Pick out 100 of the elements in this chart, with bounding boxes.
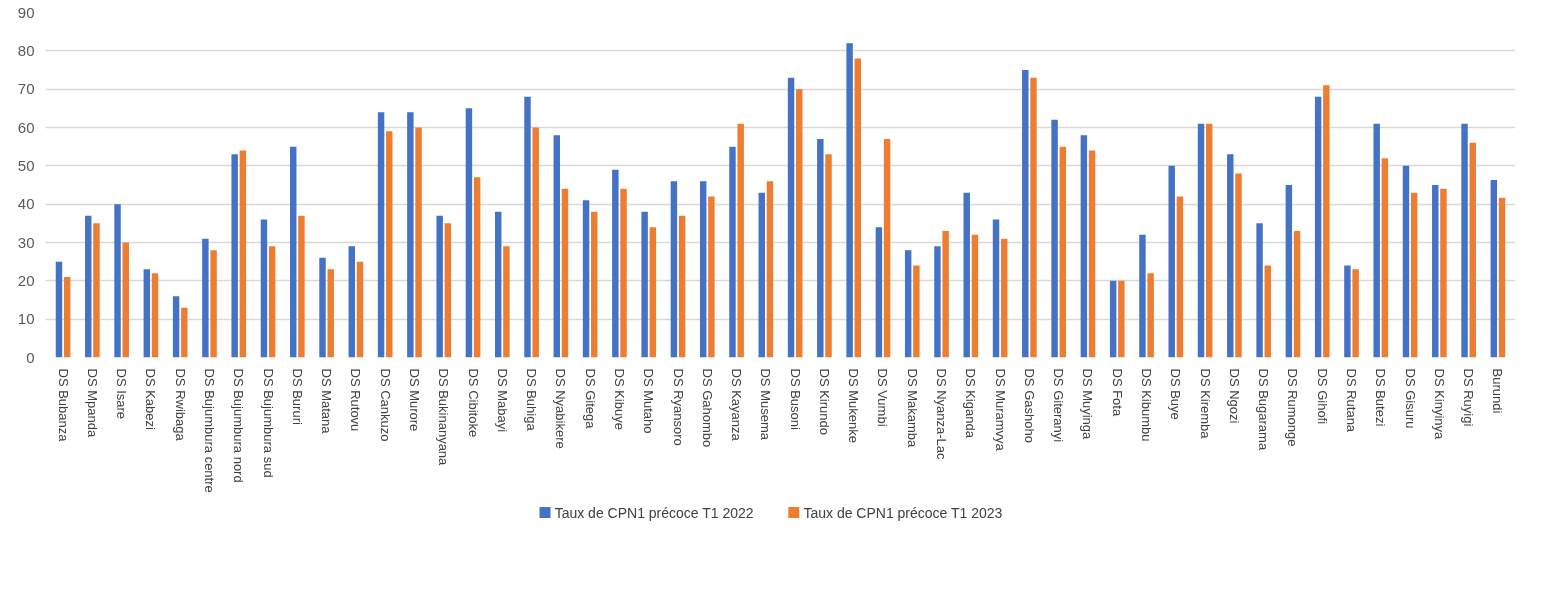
x-tick-label: DS Buhiga [524,368,540,432]
bar [612,169,619,358]
bar [356,261,364,358]
bar [796,89,803,358]
x-tick-label: DS Isare [114,368,130,420]
bar [934,246,941,358]
bar [942,231,949,358]
x-tick-label: DS Bujumbura centre [201,368,217,493]
x-tick-label: DS Kirundo [816,368,832,435]
x-tick-label: DS Cankuzo [377,368,393,442]
x-tick-label: DS Gashoho [1021,368,1037,443]
bar [143,269,151,358]
bar [561,188,569,358]
bar [1381,158,1389,358]
bar [327,269,334,358]
bar [737,123,744,358]
bar [114,204,121,358]
bar [1030,77,1037,358]
bar [553,135,560,358]
y-tick-label: 50 [17,156,35,174]
bar [386,131,393,358]
x-tick-label: DS Rutana [1344,368,1360,433]
bar [239,150,247,358]
bar [1051,119,1058,358]
bar [494,211,502,358]
x-tick-label: DS Mpanda [84,368,100,438]
x-tick-label: DS Kibumbu [1139,368,1155,442]
x-tick-label: DS Cibitoke [465,368,481,438]
bar [1469,142,1476,358]
bar [1088,150,1096,358]
x-tick-label: DS Kibuye [611,368,627,430]
x-tick-label: DS Buye [1168,368,1184,420]
x-tick-label: DS Kayanza [729,368,745,442]
bar [319,257,326,358]
legend-label: Taux de CPN1 précoce T1 2023 [803,504,1003,521]
bar [290,146,297,358]
x-tick-label: DS Nyabikere [553,368,569,449]
x-tick-label: DS Bururi [289,368,305,425]
bar [524,96,531,358]
bar [1410,192,1418,358]
bar [875,227,883,358]
bar [503,246,510,358]
bar [1235,173,1242,358]
x-tick-label: DS Bugarama [1256,368,1272,451]
bar [1373,123,1380,358]
bar [992,219,1000,358]
bar [766,181,774,358]
bar [708,196,715,358]
bar [1080,135,1088,358]
x-tick-label: DS Ruyigi [1461,368,1477,427]
bar [1176,196,1184,358]
bar [181,307,188,358]
bar [1227,154,1234,358]
bar [699,181,707,358]
y-tick-label: 60 [17,118,35,136]
x-tick-label: DS Mutaho [641,368,657,434]
x-tick-label: DS Rutovu [348,368,364,432]
bar [1001,238,1008,358]
bar [591,211,598,358]
bar [1323,85,1330,358]
bar [1498,197,1506,358]
bar [63,277,71,358]
bar [93,223,100,358]
bar [473,177,481,358]
y-tick-label: 0 [26,348,35,366]
bar [1264,265,1271,358]
bar [377,112,385,358]
x-tick-label: DS Gihofi [1314,368,1330,425]
x-tick-label: Burundi [1490,368,1506,414]
bar [1197,123,1205,358]
x-tick-label: DS Muyinga [1080,368,1096,441]
bar [122,242,129,358]
bar [444,223,452,358]
bar [883,139,891,358]
x-tick-label: DS Gitega [582,368,598,430]
x-tick-label: DS Giteranyi [1051,368,1067,443]
bar [151,273,159,358]
x-tick-label: DS Kiganda [963,368,979,439]
x-tick-label: DS Ryansoro [670,368,686,446]
bar [787,77,795,358]
bar [436,215,443,358]
bar [1205,123,1213,358]
bar [963,192,970,358]
x-tick-label: DS Ngozi [1226,368,1242,424]
bar [825,154,832,358]
bar [582,200,590,358]
y-tick-label: 40 [17,195,35,213]
bar [298,215,305,358]
x-tick-label: DS Fota [1109,368,1125,417]
bar [641,211,648,358]
bar [85,215,92,358]
x-tick-label: DS Bujumbura nord [231,368,247,483]
y-tick-label: 70 [17,80,35,98]
y-tick-label: 80 [17,41,35,59]
bar [1118,280,1125,358]
bar [1022,70,1029,358]
bar [55,261,63,358]
x-tick-label: DS Rwibaga [172,368,188,442]
x-tick-label: DS Mukenke [846,368,862,443]
x-tick-label: DS Musema [758,368,774,441]
